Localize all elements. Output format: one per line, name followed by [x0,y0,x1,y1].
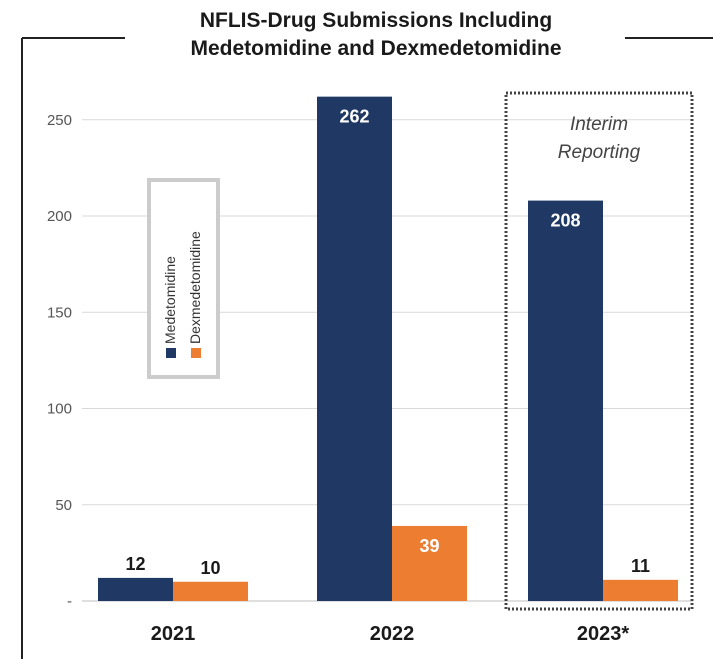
y-axis: - 50 100 150 200 250 [47,112,72,610]
bar-dexmedetomidine-2022 [392,525,467,601]
y-tick-label: 250 [47,112,72,129]
interim-box [504,91,694,611]
data-label: 39 [419,536,439,556]
y-tick-label: - [67,593,72,610]
x-axis: 2021 2022 2023* [151,623,630,645]
bar-dexmedetomidine-2021 [173,581,248,601]
bar-medetomidine-2023 [528,200,603,601]
y-tick-label: 50 [55,497,72,514]
x-tick-label: 2021 [151,623,196,645]
bars: 12 10 262 39 208 11 [98,96,678,602]
legend: Medetomidine Dexmedetomidine [147,178,220,379]
x-tick-label: 2023* [577,623,629,645]
x-tick-label: 2022 [370,623,415,645]
bar-medetomidine-2021 [98,577,173,601]
y-tick-label: 150 [47,304,72,321]
chart-frame-left [21,37,125,659]
legend-label-medetomidine: Medetomidine [162,256,178,344]
data-label: 208 [550,211,580,231]
data-label: 262 [339,107,369,127]
data-label: 11 [631,556,650,576]
chart-title-line-2: Medetomidine and Dexmedetomidine [190,37,561,60]
y-tick-label: 100 [47,401,72,418]
y-tick-label: 200 [47,208,72,225]
legend-label-dexmedetomidine: Dexmedetomidine [187,231,203,344]
legend-swatch-medetomidine [166,348,176,358]
interim-note-line-1: Interim [570,114,628,135]
data-label: 10 [200,558,220,578]
legend-box [147,178,220,379]
chart-title-line-1: NFLIS-Drug Submissions Including [200,9,552,32]
interim-note-line-2: Reporting [558,142,641,163]
bar-medetomidine-2022 [317,96,392,602]
bar-dexmedetomidine-2023 [603,579,678,601]
data-label: 12 [125,554,145,574]
legend-swatch-dexmedetomidine [191,348,201,358]
